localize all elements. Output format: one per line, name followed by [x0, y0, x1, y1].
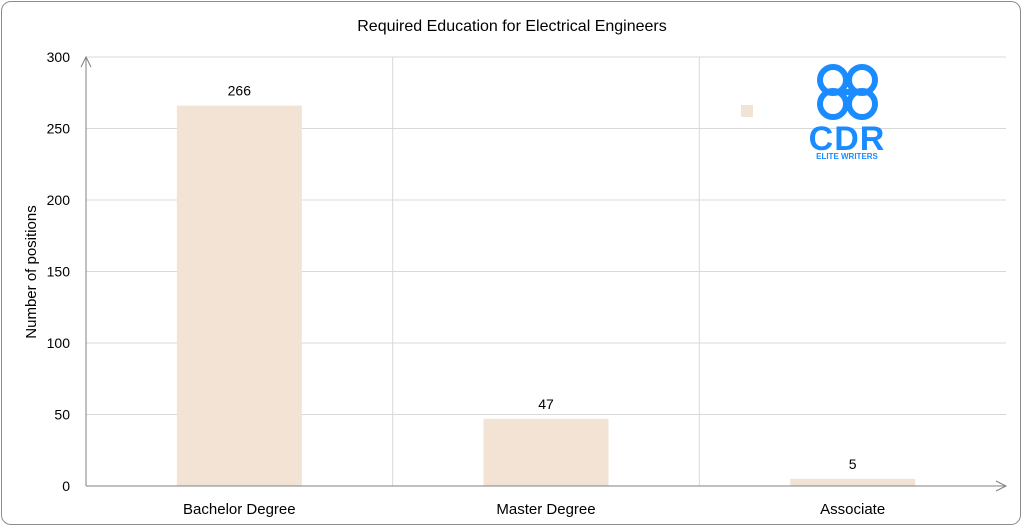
- y-tick-label: 150: [47, 264, 71, 280]
- logo-mark-icon: [817, 64, 878, 120]
- data-label: 5: [849, 456, 857, 472]
- legend-swatch: [741, 105, 753, 117]
- bars: [176, 105, 916, 487]
- y-tick-label: 200: [47, 192, 71, 208]
- data-label: 266: [228, 83, 252, 99]
- y-tick-label: 0: [62, 478, 70, 494]
- y-axis-label: Number of positions: [23, 205, 40, 338]
- y-tick-label: 100: [47, 335, 71, 351]
- x-tick-label: Bachelor Degree: [183, 501, 296, 518]
- data-label: 47: [538, 396, 554, 412]
- data-labels: 266 47 5: [228, 83, 857, 472]
- x-tick-label: Master Degree: [496, 501, 595, 518]
- y-tick-label: 50: [54, 407, 70, 423]
- bar: [790, 478, 916, 486]
- bar: [176, 105, 302, 487]
- chart-title: Required Education for Electrical Engine…: [357, 18, 667, 35]
- cdr-elite-writers-logo: CDR ELITE WRITERS: [741, 64, 886, 161]
- logo-tagline: ELITE WRITERS: [816, 152, 878, 161]
- x-tick-label: Associate: [820, 501, 885, 518]
- logo-brand-text: CDR: [809, 120, 886, 158]
- axes: [80, 55, 1008, 492]
- y-tick-label: 300: [47, 49, 71, 65]
- y-tick-label: 250: [47, 121, 71, 137]
- y-axis-arrow-icon: [80, 55, 92, 68]
- x-axis-arrow-icon: [995, 480, 1008, 492]
- bar: [483, 418, 609, 486]
- tick-labels: 0 50 100 150 200 250 300 Bachelor Degree Master …: [47, 49, 886, 518]
